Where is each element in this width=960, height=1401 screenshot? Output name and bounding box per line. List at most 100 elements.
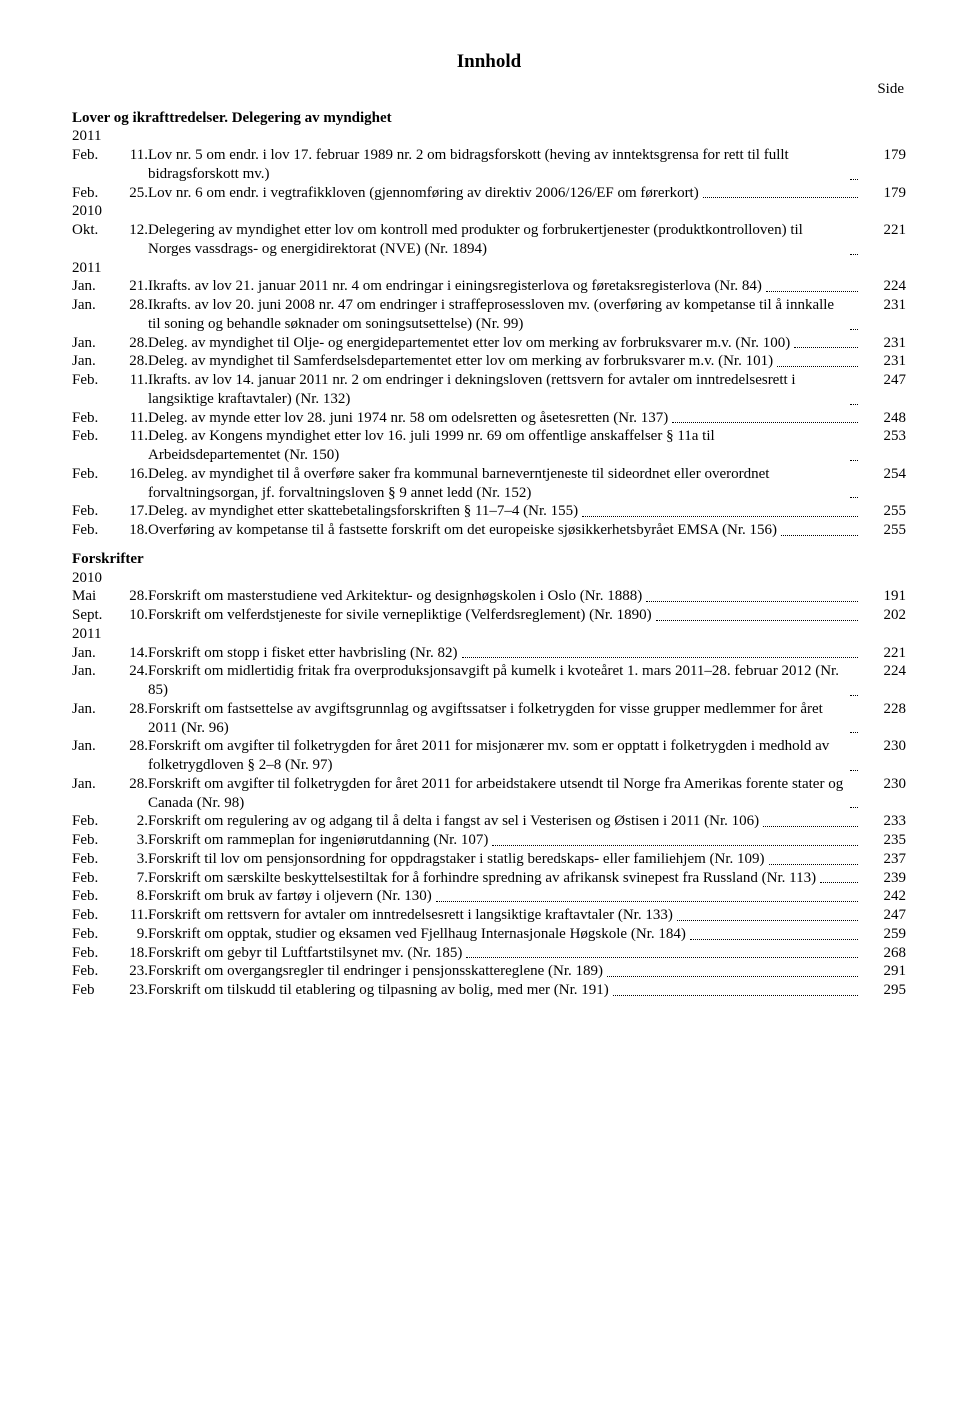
- toc-desc: Lov nr. 6 om endr. i vegtrafikkloven (gj…: [148, 184, 862, 203]
- toc-page: 295: [862, 981, 906, 1000]
- toc-row: Jan.28.Deleg. av myndighet til Olje- og …: [72, 334, 906, 353]
- toc-desc: Ikrafts. av lov 21. januar 2011 nr. 4 om…: [148, 277, 862, 296]
- toc-text: Forskrift om avgifter til folketrygden f…: [148, 775, 846, 813]
- toc-month: Feb.: [72, 184, 118, 203]
- toc-text: Forskrift om gebyr til Luftfartstilsynet…: [148, 944, 462, 963]
- toc-day: 28.: [118, 775, 148, 813]
- toc-day: 11.: [118, 371, 148, 409]
- toc-page: 231: [862, 352, 906, 371]
- toc-table: Feb.11.Lov nr. 5 om endr. i lov 17. febr…: [72, 146, 906, 202]
- dot-leader: [850, 797, 858, 809]
- toc-row: Feb.3.Forskrift om rammeplan for ingeniø…: [72, 831, 906, 850]
- toc-row: Feb23.Forskrift om tilskudd til etableri…: [72, 981, 906, 1000]
- toc-day: 12.: [118, 221, 148, 259]
- toc-day: 23.: [118, 981, 148, 1000]
- toc-month: Jan.: [72, 775, 118, 813]
- toc-page: 254: [862, 465, 906, 503]
- toc-page: 221: [862, 644, 906, 663]
- toc-page: 179: [862, 184, 906, 203]
- toc-day: 8.: [118, 887, 148, 906]
- dot-leader: [582, 506, 858, 518]
- toc-page: 247: [862, 371, 906, 409]
- toc-text: Ikrafts. av lov 21. januar 2011 nr. 4 om…: [148, 277, 762, 296]
- toc-text: Forskrift om tilskudd til etablering og …: [148, 981, 609, 1000]
- toc-row: Feb.11.Deleg. av mynde etter lov 28. jun…: [72, 409, 906, 428]
- toc-day: 7.: [118, 869, 148, 888]
- toc-page: 242: [862, 887, 906, 906]
- toc-page: 259: [862, 925, 906, 944]
- toc-month: Feb: [72, 981, 118, 1000]
- dot-leader: [766, 281, 858, 293]
- toc-page: 230: [862, 775, 906, 813]
- toc-page: 231: [862, 334, 906, 353]
- toc-text: Forskrift om overgangsregler til endring…: [148, 962, 603, 981]
- toc-month: Feb.: [72, 962, 118, 981]
- toc-page: 221: [862, 221, 906, 259]
- toc-desc: Forskrift om fastsettelse av avgiftsgrun…: [148, 700, 862, 738]
- toc-row: Jan.28.Ikrafts. av lov 20. juni 2008 nr.…: [72, 296, 906, 334]
- toc-day: 28.: [118, 334, 148, 353]
- toc-day: 28.: [118, 737, 148, 775]
- dot-leader: [769, 853, 858, 865]
- dot-leader: [492, 834, 858, 846]
- toc-table: Jan.21.Ikrafts. av lov 21. januar 2011 n…: [72, 277, 906, 540]
- toc-day: 16.: [118, 465, 148, 503]
- toc-text: Deleg. av Kongens myndighet etter lov 16…: [148, 427, 846, 465]
- toc-text: Forskrift om midlertidig fritak fra over…: [148, 662, 846, 700]
- toc-text: Forskrift om regulering av og adgang til…: [148, 812, 759, 831]
- toc-content: Lover og ikrafttredelser. Delegering av …: [72, 109, 906, 1000]
- toc-table: Jan.14.Forskrift om stopp i fisket etter…: [72, 644, 906, 1000]
- dot-leader: [690, 928, 858, 940]
- dot-leader: [607, 966, 858, 978]
- toc-day: 3.: [118, 850, 148, 869]
- toc-page: 247: [862, 906, 906, 925]
- toc-row: Feb.11.Deleg. av Kongens myndighet etter…: [72, 427, 906, 465]
- toc-row: Feb.8.Forskrift om bruk av fartøy i olje…: [72, 887, 906, 906]
- dot-leader: [850, 318, 858, 330]
- toc-month: Feb.: [72, 944, 118, 963]
- toc-row: Feb.18.Overføring av kompetanse til å fa…: [72, 521, 906, 540]
- toc-desc: Deleg. av myndighet etter skattebetaling…: [148, 502, 862, 521]
- toc-row: Feb.2.Forskrift om regulering av og adga…: [72, 812, 906, 831]
- toc-page: 224: [862, 277, 906, 296]
- toc-day: 11.: [118, 146, 148, 184]
- toc-row: Feb.11.Ikrafts. av lov 14. januar 2011 n…: [72, 371, 906, 409]
- toc-text: Delegering av myndighet etter lov om kon…: [148, 221, 846, 259]
- toc-row: Jan.28.Deleg. av myndighet til Samferdse…: [72, 352, 906, 371]
- page-title: Innhold: [72, 50, 906, 74]
- toc-day: 18.: [118, 944, 148, 963]
- toc-month: Okt.: [72, 221, 118, 259]
- dot-leader: [850, 759, 858, 771]
- toc-desc: Forskrift om masterstudiene ved Arkitekt…: [148, 587, 862, 606]
- dot-leader: [850, 487, 858, 499]
- toc-row: Feb.11.Lov nr. 5 om endr. i lov 17. febr…: [72, 146, 906, 184]
- toc-desc: Deleg. av mynde etter lov 28. juni 1974 …: [148, 409, 862, 428]
- toc-row: Feb.18.Forskrift om gebyr til Luftfartst…: [72, 944, 906, 963]
- toc-row: Feb.7.Forskrift om særskilte beskyttelse…: [72, 869, 906, 888]
- toc-text: Forskrift om særskilte beskyttelsestilta…: [148, 869, 816, 888]
- year-heading: 2011: [72, 259, 906, 278]
- toc-text: Deleg. av myndighet til Olje- og energid…: [148, 334, 790, 353]
- toc-month: Feb.: [72, 427, 118, 465]
- toc-day: 11.: [118, 427, 148, 465]
- toc-desc: Forskrift om regulering av og adgang til…: [148, 812, 862, 831]
- dot-leader: [794, 337, 858, 349]
- toc-month: Feb.: [72, 831, 118, 850]
- toc-desc: Deleg. av myndighet til Samferdselsdepar…: [148, 352, 862, 371]
- toc-text: Ikrafts. av lov 14. januar 2011 nr. 2 om…: [148, 371, 846, 409]
- toc-desc: Deleg. av myndighet til Olje- og energid…: [148, 334, 862, 353]
- toc-row: Feb.16.Deleg. av myndighet til å overfør…: [72, 465, 906, 503]
- toc-text: Forskrift om stopp i fisket etter havbri…: [148, 644, 458, 663]
- dot-leader: [436, 891, 858, 903]
- toc-text: Forskrift om bruk av fartøy i oljevern (…: [148, 887, 432, 906]
- dot-leader: [613, 984, 858, 996]
- toc-month: Feb.: [72, 887, 118, 906]
- dot-leader: [850, 722, 858, 734]
- toc-row: Feb.17.Deleg. av myndighet etter skatteb…: [72, 502, 906, 521]
- toc-page: 239: [862, 869, 906, 888]
- dot-leader: [677, 909, 858, 921]
- dot-leader: [820, 872, 858, 884]
- toc-text: Deleg. av myndighet etter skattebetaling…: [148, 502, 578, 521]
- toc-month: Feb.: [72, 869, 118, 888]
- toc-text: Forskrift om rettsvern for avtaler om in…: [148, 906, 673, 925]
